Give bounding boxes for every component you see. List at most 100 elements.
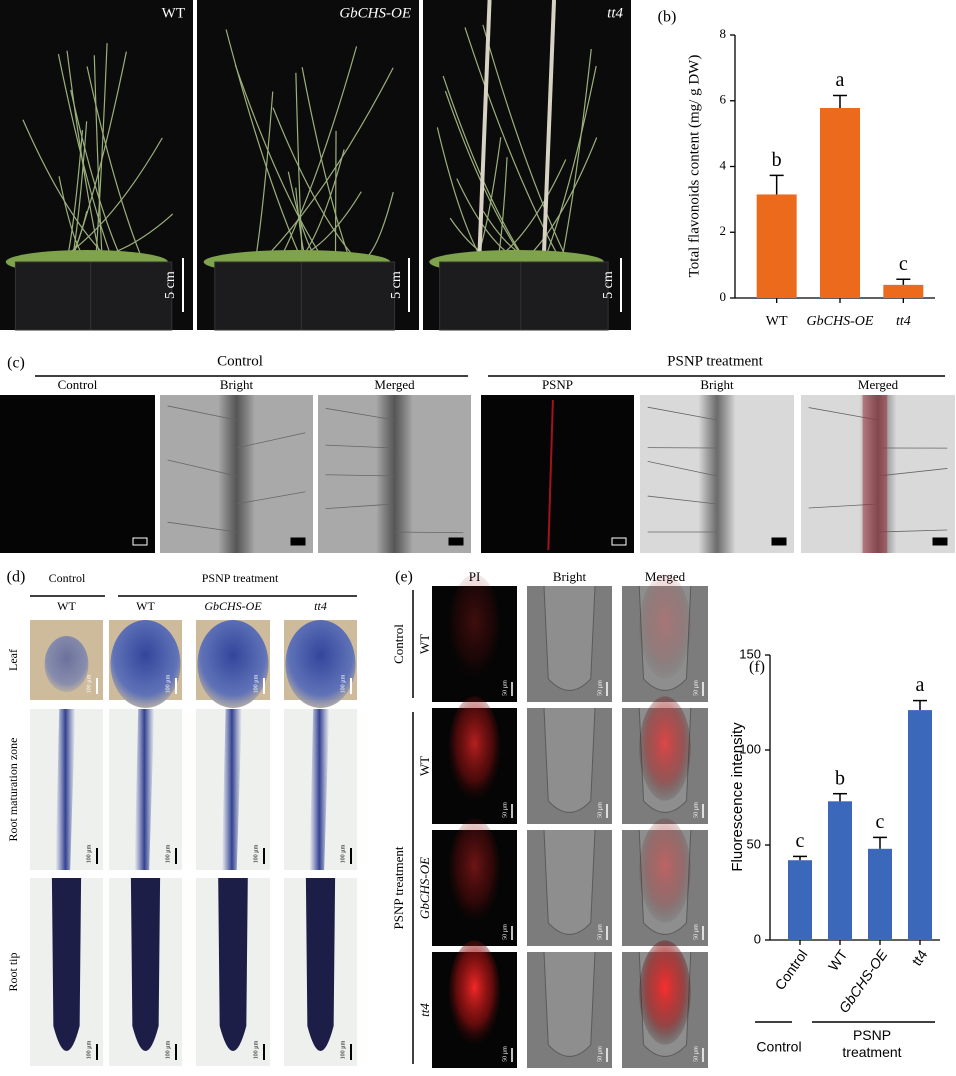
scale-label: 5 cm [389, 271, 404, 299]
plant-stem [254, 91, 274, 263]
scale-bar [611, 537, 627, 546]
row-label: Root tip [6, 952, 20, 991]
y-tick-label: 0 [720, 289, 727, 304]
plant-stem [444, 90, 527, 263]
bar [820, 107, 860, 298]
root-tip-stain [218, 878, 248, 1051]
scale-label: 100 µm [165, 1040, 171, 1059]
plant-stem [295, 72, 304, 263]
group-label: Control [756, 1039, 801, 1055]
group-title: PSNP treatment [202, 571, 279, 585]
bar [868, 848, 892, 940]
pi-signal [639, 696, 691, 801]
y-tick-label: 8 [720, 26, 727, 41]
scale-label: 50 µm [597, 680, 603, 696]
scale-bar [132, 537, 148, 546]
y-tick-label: 100 [739, 741, 761, 756]
support-stick [541, 0, 557, 263]
plant-stem [234, 64, 326, 263]
root-stain [221, 709, 242, 870]
panel-label: (e) [395, 569, 413, 586]
column-label: Merged [858, 377, 899, 392]
significance-letter: c [899, 253, 908, 275]
pot [300, 261, 396, 331]
bar [883, 284, 924, 298]
genotype-label: tt4 [607, 5, 623, 21]
support-stick [477, 0, 492, 263]
root-outline [543, 585, 596, 691]
group-label-box: PSNP treatment [842, 1027, 901, 1060]
bar [908, 710, 932, 940]
scale-label: 100 µm [253, 1040, 259, 1059]
plant-stem [93, 55, 103, 263]
x-tick-label: Control [771, 947, 810, 993]
y-tick-label: 50 [747, 836, 761, 851]
significance-letter: a [836, 69, 845, 91]
scale-label: 50 µm [502, 802, 508, 818]
scale-label: 5 cm [601, 271, 616, 299]
root-hair [167, 459, 237, 477]
root-band [218, 395, 255, 553]
x-tick-label: tt4 [896, 314, 911, 329]
panel-label: (f) [749, 659, 765, 676]
plant-stem [70, 89, 124, 263]
scale-label: 50 µm [597, 924, 603, 940]
leaf-stain [44, 636, 89, 692]
pot [14, 261, 97, 331]
root-band [698, 395, 736, 553]
pot [214, 261, 309, 331]
root-hair [647, 460, 718, 477]
column-label: Bright [553, 569, 587, 584]
root-hair [325, 444, 395, 449]
pi-signal [639, 574, 691, 679]
group-label: Control [391, 624, 406, 664]
row-label: Leaf [6, 649, 20, 671]
bar [828, 801, 852, 940]
bar [788, 860, 812, 940]
row-label: tt4 [417, 1003, 432, 1017]
root-hair [647, 495, 718, 505]
column-label: Control [58, 377, 98, 392]
pi-signal [449, 696, 500, 801]
genotype-label: GbCHS-OE [339, 5, 411, 21]
root-hair [325, 474, 395, 477]
root-hair [167, 405, 237, 421]
psnp-signal [547, 399, 554, 551]
x-tick-label: WT [825, 946, 851, 973]
scale-label: 100 µm [340, 674, 346, 693]
root-hair [167, 521, 237, 533]
x-tick-label: tt4 [908, 947, 930, 969]
y-tick-label: 4 [720, 157, 727, 172]
pot [520, 261, 609, 331]
root-band [376, 395, 413, 553]
panel-label: (b) [658, 9, 677, 26]
group-title: Control [49, 571, 86, 585]
panel-label: (d) [7, 569, 26, 586]
root-outline [543, 707, 596, 813]
significance-letter: b [772, 149, 782, 171]
plant-stem [278, 46, 358, 263]
micrograph [481, 395, 634, 553]
plant-stem [482, 24, 569, 263]
plant-stem [86, 66, 144, 263]
scale-bar [290, 537, 306, 546]
scale-label: 100 µm [165, 674, 171, 693]
row-label: GbCHS-OE [417, 857, 432, 919]
column-label: PSNP [542, 377, 573, 392]
genotype-label: WT [162, 5, 185, 21]
scale-label: 50 µm [693, 802, 699, 818]
scale-label: 50 µm [693, 924, 699, 940]
root-hair [236, 432, 306, 449]
scale-label: 50 µm [693, 1046, 699, 1062]
scale-label: 50 µm [693, 680, 699, 696]
plant-stem [272, 107, 359, 263]
group-label: PSNP treatment [391, 846, 406, 929]
column-label: WT [57, 599, 76, 613]
pi-signal [449, 574, 500, 679]
micrograph [0, 395, 155, 553]
scale-bar [771, 537, 787, 546]
scale-label: 100 µm [253, 674, 259, 693]
root-tip-stain [130, 878, 161, 1051]
bar-chart: Fluorescence intensity 0 50 100 150 c Control b… [729, 646, 940, 1060]
scale-label: 100 µm [86, 844, 92, 863]
